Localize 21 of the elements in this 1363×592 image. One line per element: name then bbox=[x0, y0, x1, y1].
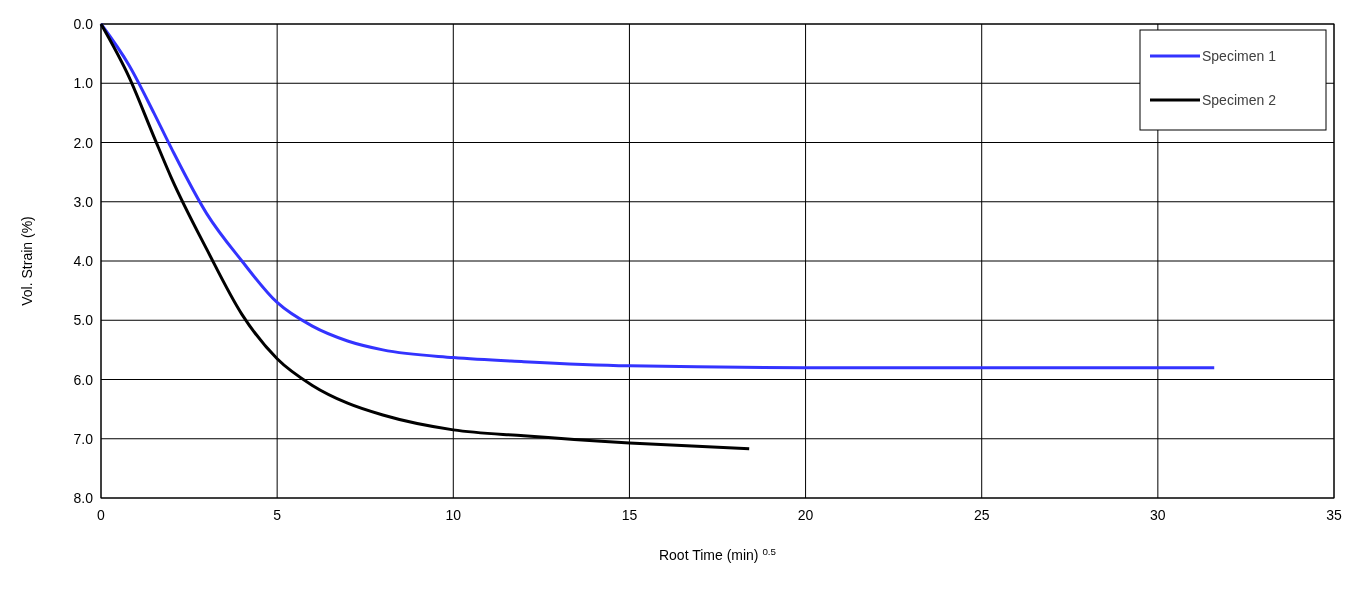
x-tick-label: 10 bbox=[445, 507, 462, 523]
x-tick-label: 20 bbox=[797, 507, 814, 523]
y-tick-label: 7.0 bbox=[73, 430, 94, 447]
x-tick-label: 0 bbox=[97, 507, 106, 523]
y-tick-label: 2.0 bbox=[73, 134, 94, 151]
y-tick-label: 4.0 bbox=[73, 253, 94, 269]
y-tick-label: 0.0 bbox=[73, 16, 94, 32]
y-tick-label: 5.0 bbox=[73, 312, 94, 329]
x-tick-label: 25 bbox=[973, 507, 990, 523]
y-tick-label: 8.0 bbox=[73, 490, 94, 506]
x-axis-title: Root Time (min) $^{0.5}$ bbox=[658, 545, 777, 563]
legend-label: Specimen 1 bbox=[1202, 48, 1277, 64]
x-tick-label: 5 bbox=[273, 507, 282, 523]
legend-label: Specimen 2 bbox=[1202, 92, 1277, 108]
x-tick-label: 30 bbox=[1150, 507, 1166, 523]
y-tick-label: 6.0 bbox=[73, 371, 94, 388]
y-tick-label: 3.0 bbox=[73, 193, 94, 210]
y-axis-title: Vol. Strain (%) bbox=[19, 216, 35, 306]
y-tick-label: 1.0 bbox=[73, 75, 94, 92]
x-tick-label: 15 bbox=[621, 507, 638, 523]
x-tick-label: 35 bbox=[1326, 507, 1342, 523]
